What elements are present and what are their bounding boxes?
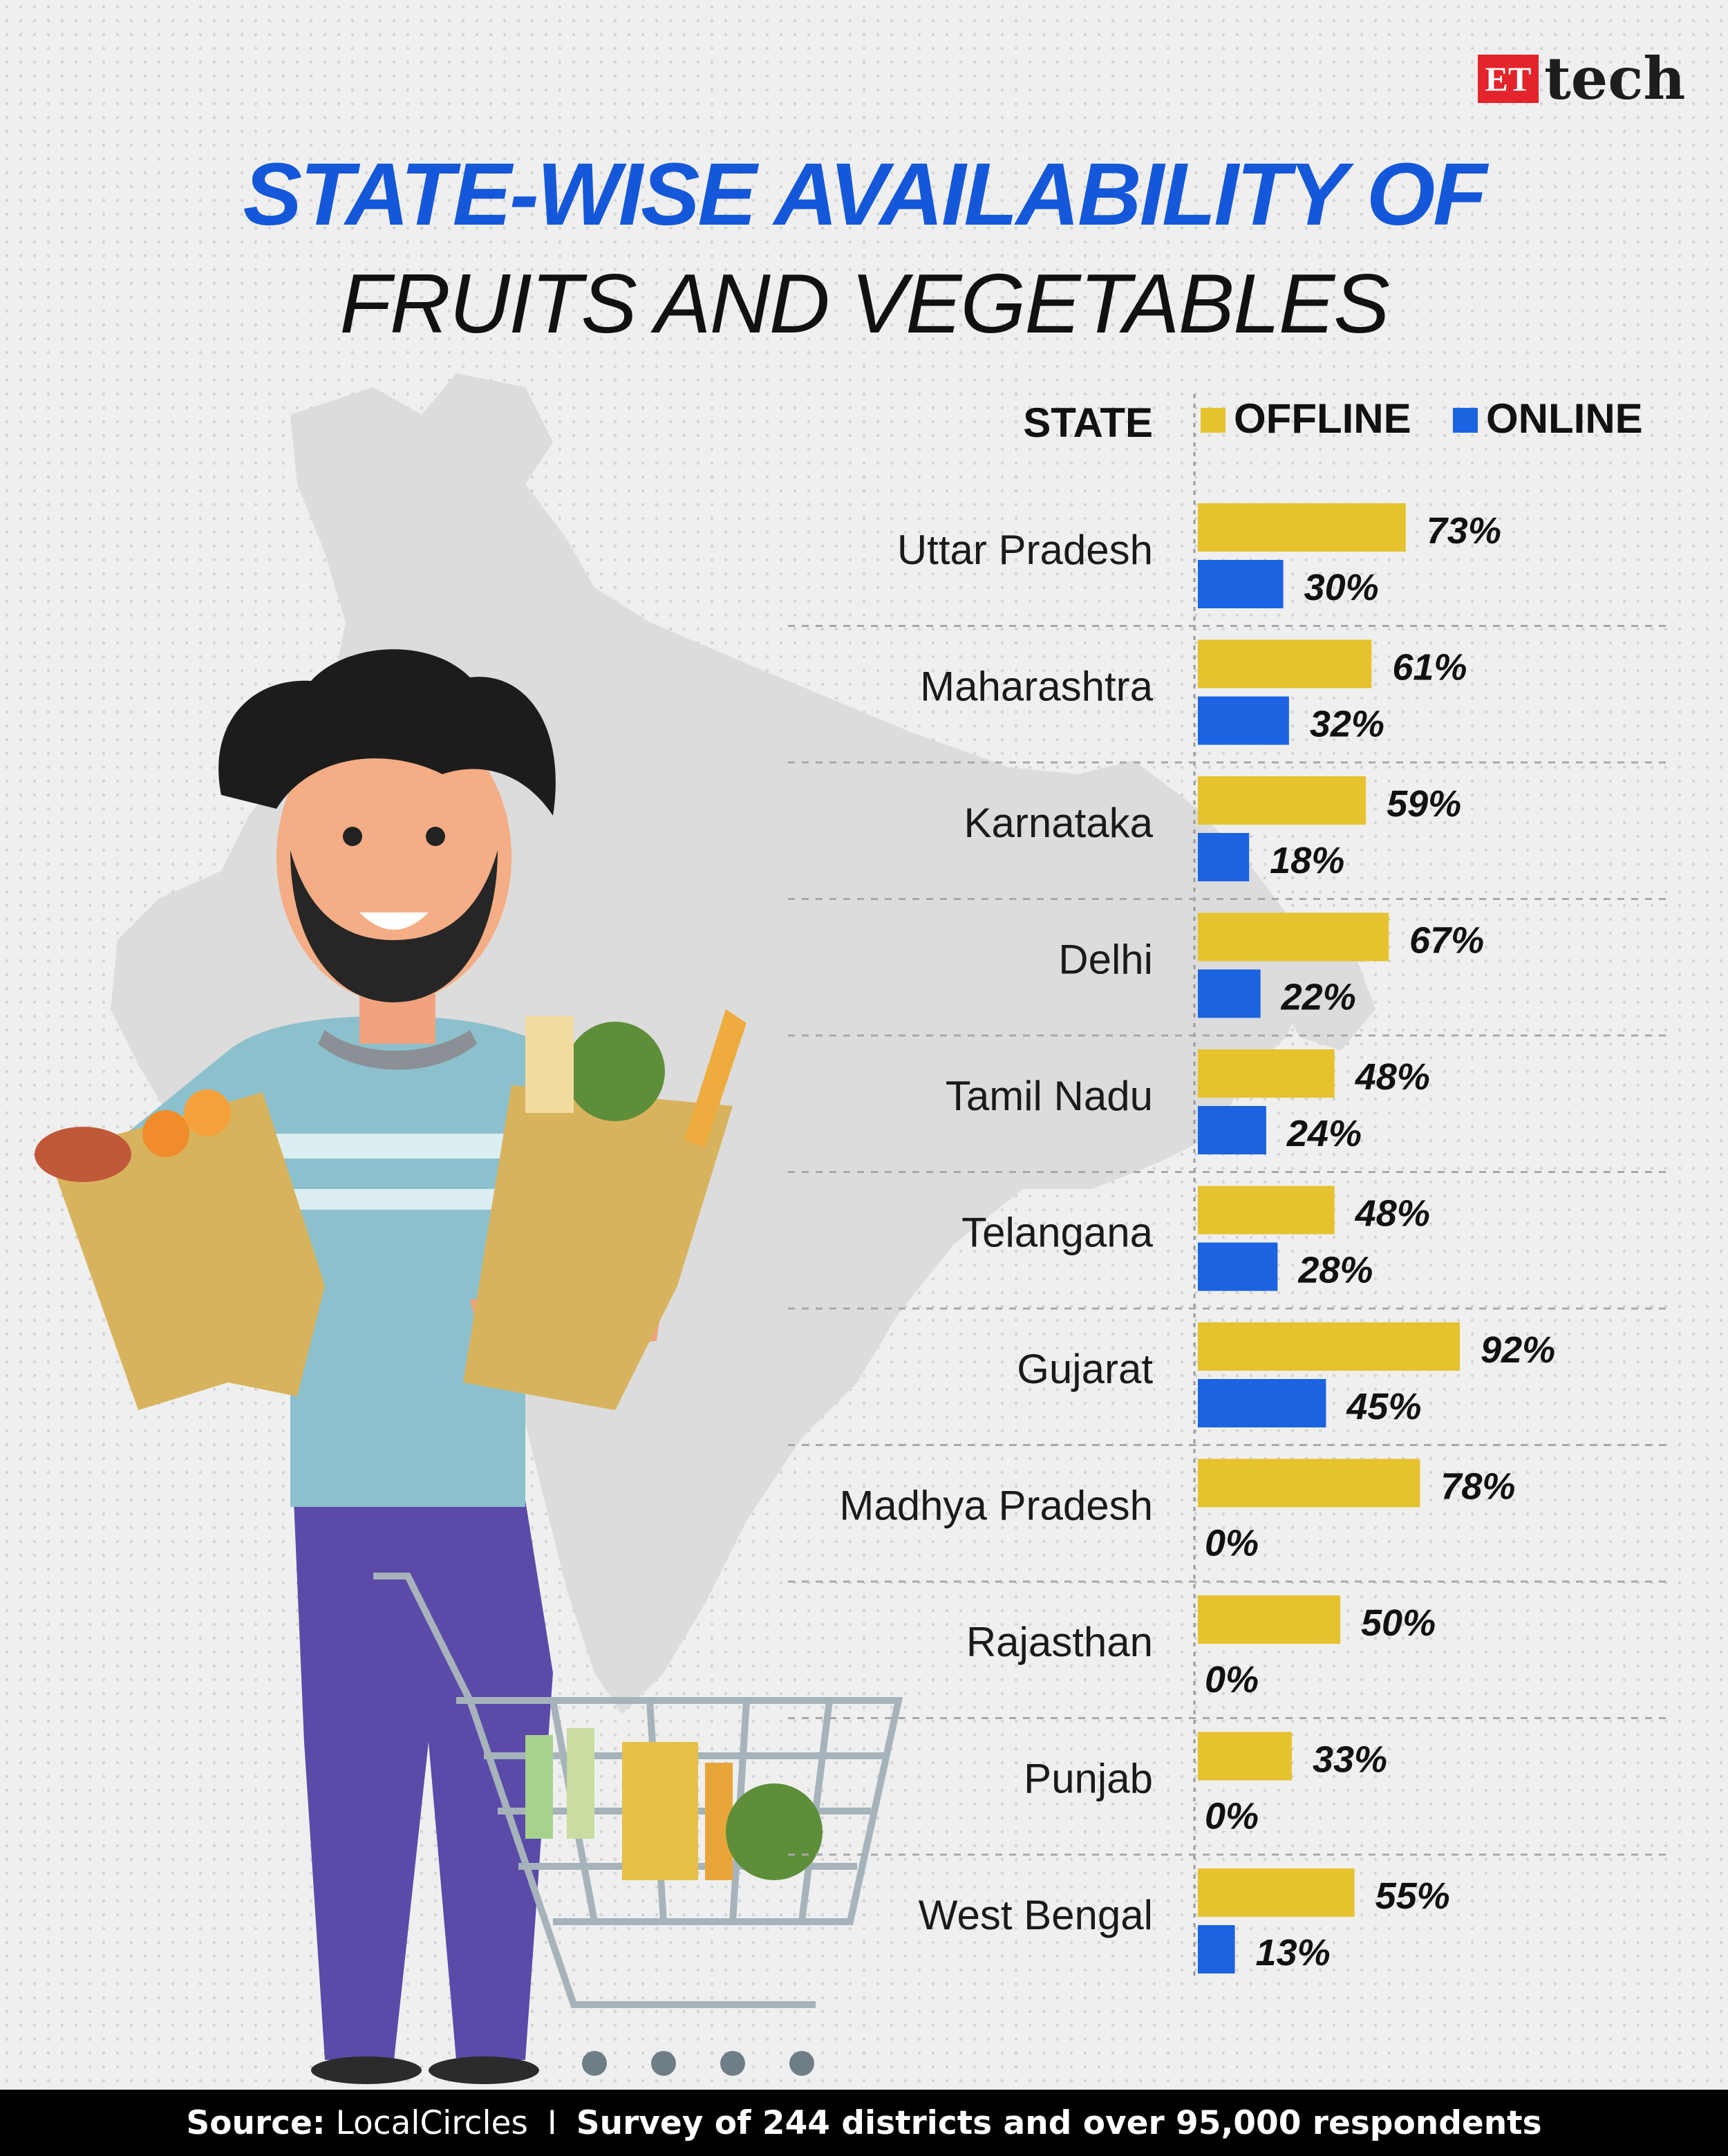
data-label-online: 18%: [1270, 840, 1344, 881]
data-label-offline: 50%: [1361, 1602, 1436, 1644]
legend-swatch-online: [1453, 408, 1478, 433]
bar-online: [1198, 1379, 1326, 1427]
right-grocery-bag: [463, 1085, 733, 1410]
cart-watermelon: [726, 1783, 823, 1880]
data-label-offline: 92%: [1481, 1329, 1555, 1371]
source-note: Survey of 244 districts and over 95,000 …: [576, 2103, 1542, 2142]
legend-label-online: ONLINE: [1486, 395, 1643, 442]
bar-online: [1198, 969, 1261, 1018]
data-label-offline: 48%: [1355, 1193, 1430, 1235]
category-label: Madhya Pradesh: [839, 1483, 1153, 1529]
data-label-offline: 78%: [1440, 1466, 1515, 1508]
category-header: STATE: [1023, 400, 1153, 446]
bar-online: [1198, 1242, 1278, 1291]
data-label-online: 0%: [1205, 1523, 1259, 1564]
data-label-offline: 61%: [1392, 647, 1467, 688]
left-eye: [343, 827, 362, 846]
orange: [184, 1089, 231, 1136]
bar-offline: [1198, 1322, 1461, 1371]
category-label: Tamil Nadu: [946, 1073, 1153, 1119]
data-label-offline: 59%: [1387, 783, 1461, 825]
cart-box: [622, 1742, 698, 1880]
bar-offline: [1198, 1868, 1355, 1917]
cart-wheel: [651, 2051, 676, 2076]
chart-title-line-2: FRUITS AND VEGETABLES: [339, 256, 1389, 350]
beard: [290, 850, 498, 1002]
cart-wheel: [720, 2051, 745, 2076]
collar: [318, 1030, 477, 1070]
category-label: Telangana: [961, 1210, 1154, 1256]
brand-mark: ET: [1478, 55, 1539, 103]
bar-offline: [1198, 1185, 1335, 1235]
right-shoe: [429, 2056, 539, 2084]
data-label-online: 28%: [1297, 1250, 1373, 1291]
cart-bottle: [567, 1728, 594, 1839]
smile: [359, 912, 429, 930]
orange: [142, 1110, 189, 1157]
bar-offline: [1198, 1732, 1292, 1781]
data-label-online: 45%: [1346, 1386, 1421, 1427]
bar-offline: [1198, 1049, 1335, 1098]
left-shoe: [311, 2056, 422, 2084]
data-label-online: 0%: [1205, 1659, 1259, 1700]
category-label: Karnataka: [964, 800, 1153, 846]
data-label-offline: 33%: [1313, 1739, 1387, 1781]
data-label-online: 24%: [1286, 1113, 1362, 1154]
milk-carton: [525, 1016, 574, 1113]
cart-wheel: [789, 2051, 814, 2076]
data-label-offline: 48%: [1355, 1056, 1430, 1098]
bar-offline: [1198, 639, 1372, 688]
data-label-offline: 67%: [1409, 920, 1484, 962]
category-label: West Bengal: [919, 1892, 1153, 1938]
source-footer: Source: LocalCircles I Survey of 244 dis…: [0, 2090, 1728, 2156]
bar-online: [1198, 696, 1289, 745]
data-label-online: 0%: [1205, 1796, 1259, 1837]
cart-bottle: [525, 1735, 553, 1839]
category-label: Maharashtra: [920, 664, 1153, 710]
bar-offline: [1198, 503, 1406, 552]
bar-online: [1198, 833, 1250, 881]
data-label-online: 13%: [1256, 1932, 1331, 1974]
bar-offline: [1198, 1595, 1340, 1644]
source-name: LocalCircles: [335, 2103, 528, 2142]
chart-title-line-1: STATE-WISE AVAILABILITY OF: [243, 145, 1487, 244]
category-label: Punjab: [1024, 1756, 1153, 1802]
category-label: Uttar Pradesh: [897, 527, 1153, 573]
baguette: [684, 1009, 746, 1147]
data-label-online: 30%: [1304, 567, 1379, 608]
source-label: Source:: [186, 2103, 326, 2142]
brand-name: tech: [1544, 44, 1686, 113]
watermelon: [565, 1022, 665, 1121]
legend-swatch-offline: [1201, 408, 1225, 433]
source-separator: I: [547, 2103, 557, 2142]
trousers: [294, 1500, 553, 2060]
category-label: Delhi: [1058, 937, 1153, 983]
bar-online: [1198, 1925, 1235, 1974]
category-label: Gujarat: [1017, 1346, 1153, 1392]
bread: [35, 1127, 131, 1182]
hair: [218, 649, 556, 816]
brand-logo: ET tech: [1478, 46, 1685, 112]
cart-wheel: [582, 2051, 607, 2076]
bar-offline: [1198, 912, 1389, 962]
legend-label-offline: OFFLINE: [1234, 395, 1411, 442]
bar-offline: [1198, 776, 1367, 825]
data-label-offline: 55%: [1375, 1875, 1450, 1917]
bar-online: [1198, 560, 1284, 608]
data-label-online: 22%: [1281, 977, 1356, 1018]
right-eye: [426, 827, 445, 846]
bar-offline: [1198, 1459, 1420, 1508]
bar-online: [1198, 1106, 1266, 1154]
data-label-online: 32%: [1310, 704, 1384, 745]
category-label: Rajasthan: [966, 1619, 1153, 1665]
data-label-offline: 73%: [1427, 510, 1501, 552]
